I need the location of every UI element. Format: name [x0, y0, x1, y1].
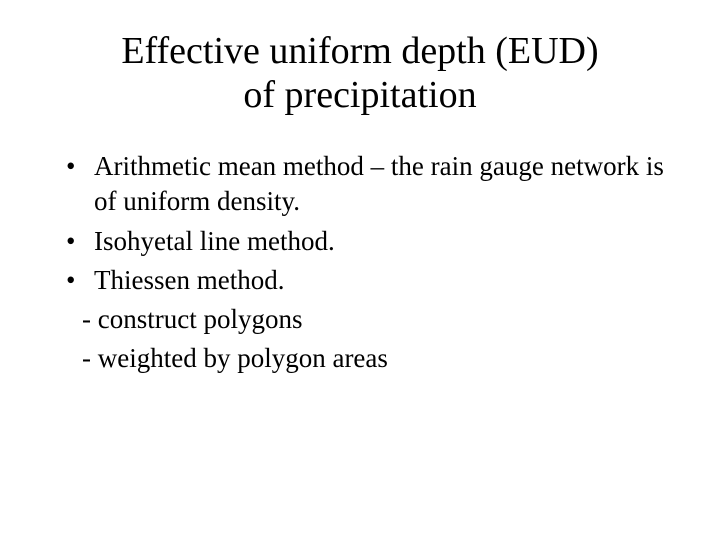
sub-list: - construct polygons - weighted by polyg… [50, 302, 670, 376]
sub-item-1: - construct polygons [82, 302, 670, 337]
title-line-1: Effective uniform depth (EUD) [121, 30, 598, 72]
bullet-item-1: Arithmetic mean method – the rain gauge … [66, 149, 670, 219]
bullet-item-2: Isohyetal line method. [66, 224, 670, 259]
bullet-list: Arithmetic mean method – the rain gauge … [50, 149, 670, 297]
bullet-item-3: Thiessen method. [66, 263, 670, 298]
sub-item-2: - weighted by polygon areas [82, 341, 670, 376]
slide-title: Effective uniform depth (EUD) of precipi… [50, 30, 670, 117]
title-line-2: of precipitation [243, 74, 476, 116]
